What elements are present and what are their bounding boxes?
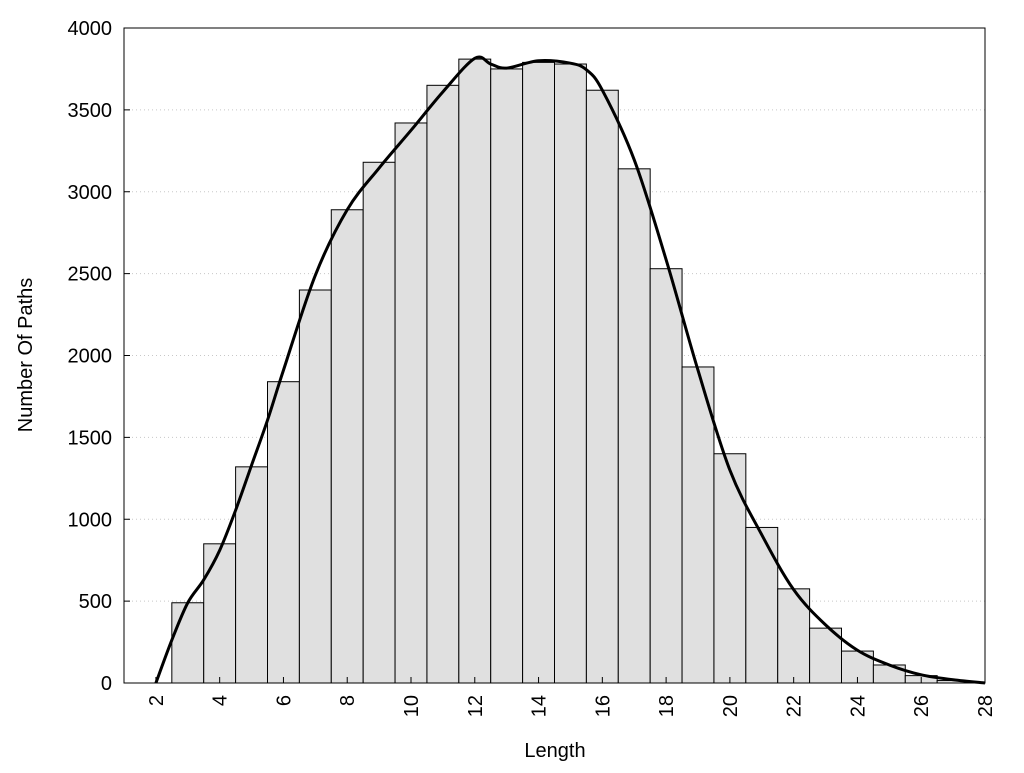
bar (458, 58, 492, 684)
bar (298, 289, 332, 684)
bar (203, 543, 237, 684)
x-tick-label: 14 (529, 695, 551, 717)
bar (522, 61, 555, 684)
y-axis-label: Number Of Paths (15, 278, 37, 433)
x-tick-label: 10 (401, 695, 423, 717)
y-tick-label: 4000 (68, 18, 113, 40)
x-tick-label: 26 (911, 695, 933, 717)
x-tick-label: 20 (720, 695, 742, 717)
x-axis-label: Length (524, 740, 585, 762)
x-tick-label: 2 (146, 695, 168, 706)
y-tick-label: 3500 (68, 100, 113, 122)
curve (154, 55, 986, 685)
bar (617, 168, 651, 684)
bar (554, 63, 587, 684)
bar (745, 526, 779, 684)
bar (362, 161, 396, 684)
y-tick-label: 1000 (68, 509, 113, 531)
bar (490, 68, 524, 684)
bar (330, 209, 364, 684)
bar (426, 84, 460, 684)
bar (394, 122, 428, 684)
x-tick-label: 28 (975, 695, 997, 717)
y-tick-label: 1500 (68, 427, 113, 449)
bar (713, 453, 747, 684)
x-tick-label: 22 (784, 695, 806, 717)
x-tick-label: 12 (465, 695, 487, 717)
x-tick-label: 16 (592, 695, 614, 717)
bar (585, 89, 619, 684)
bar (267, 381, 300, 684)
y-tick-label: 3000 (68, 182, 113, 204)
x-tick-label: 6 (273, 695, 295, 706)
bar (681, 366, 715, 684)
x-tick-label: 18 (656, 695, 678, 717)
y-tick-label: 500 (79, 591, 112, 613)
x-tick-label: 24 (847, 695, 869, 717)
y-tick-label: 2000 (68, 346, 113, 368)
x-tick-label: 8 (337, 695, 359, 706)
plot-frame (123, 27, 986, 684)
y-tick-label: 0 (101, 673, 112, 695)
bar (171, 602, 205, 684)
y-tick-label: 2500 (68, 264, 113, 286)
bar (649, 268, 683, 684)
x-tick-label: 4 (210, 695, 232, 706)
